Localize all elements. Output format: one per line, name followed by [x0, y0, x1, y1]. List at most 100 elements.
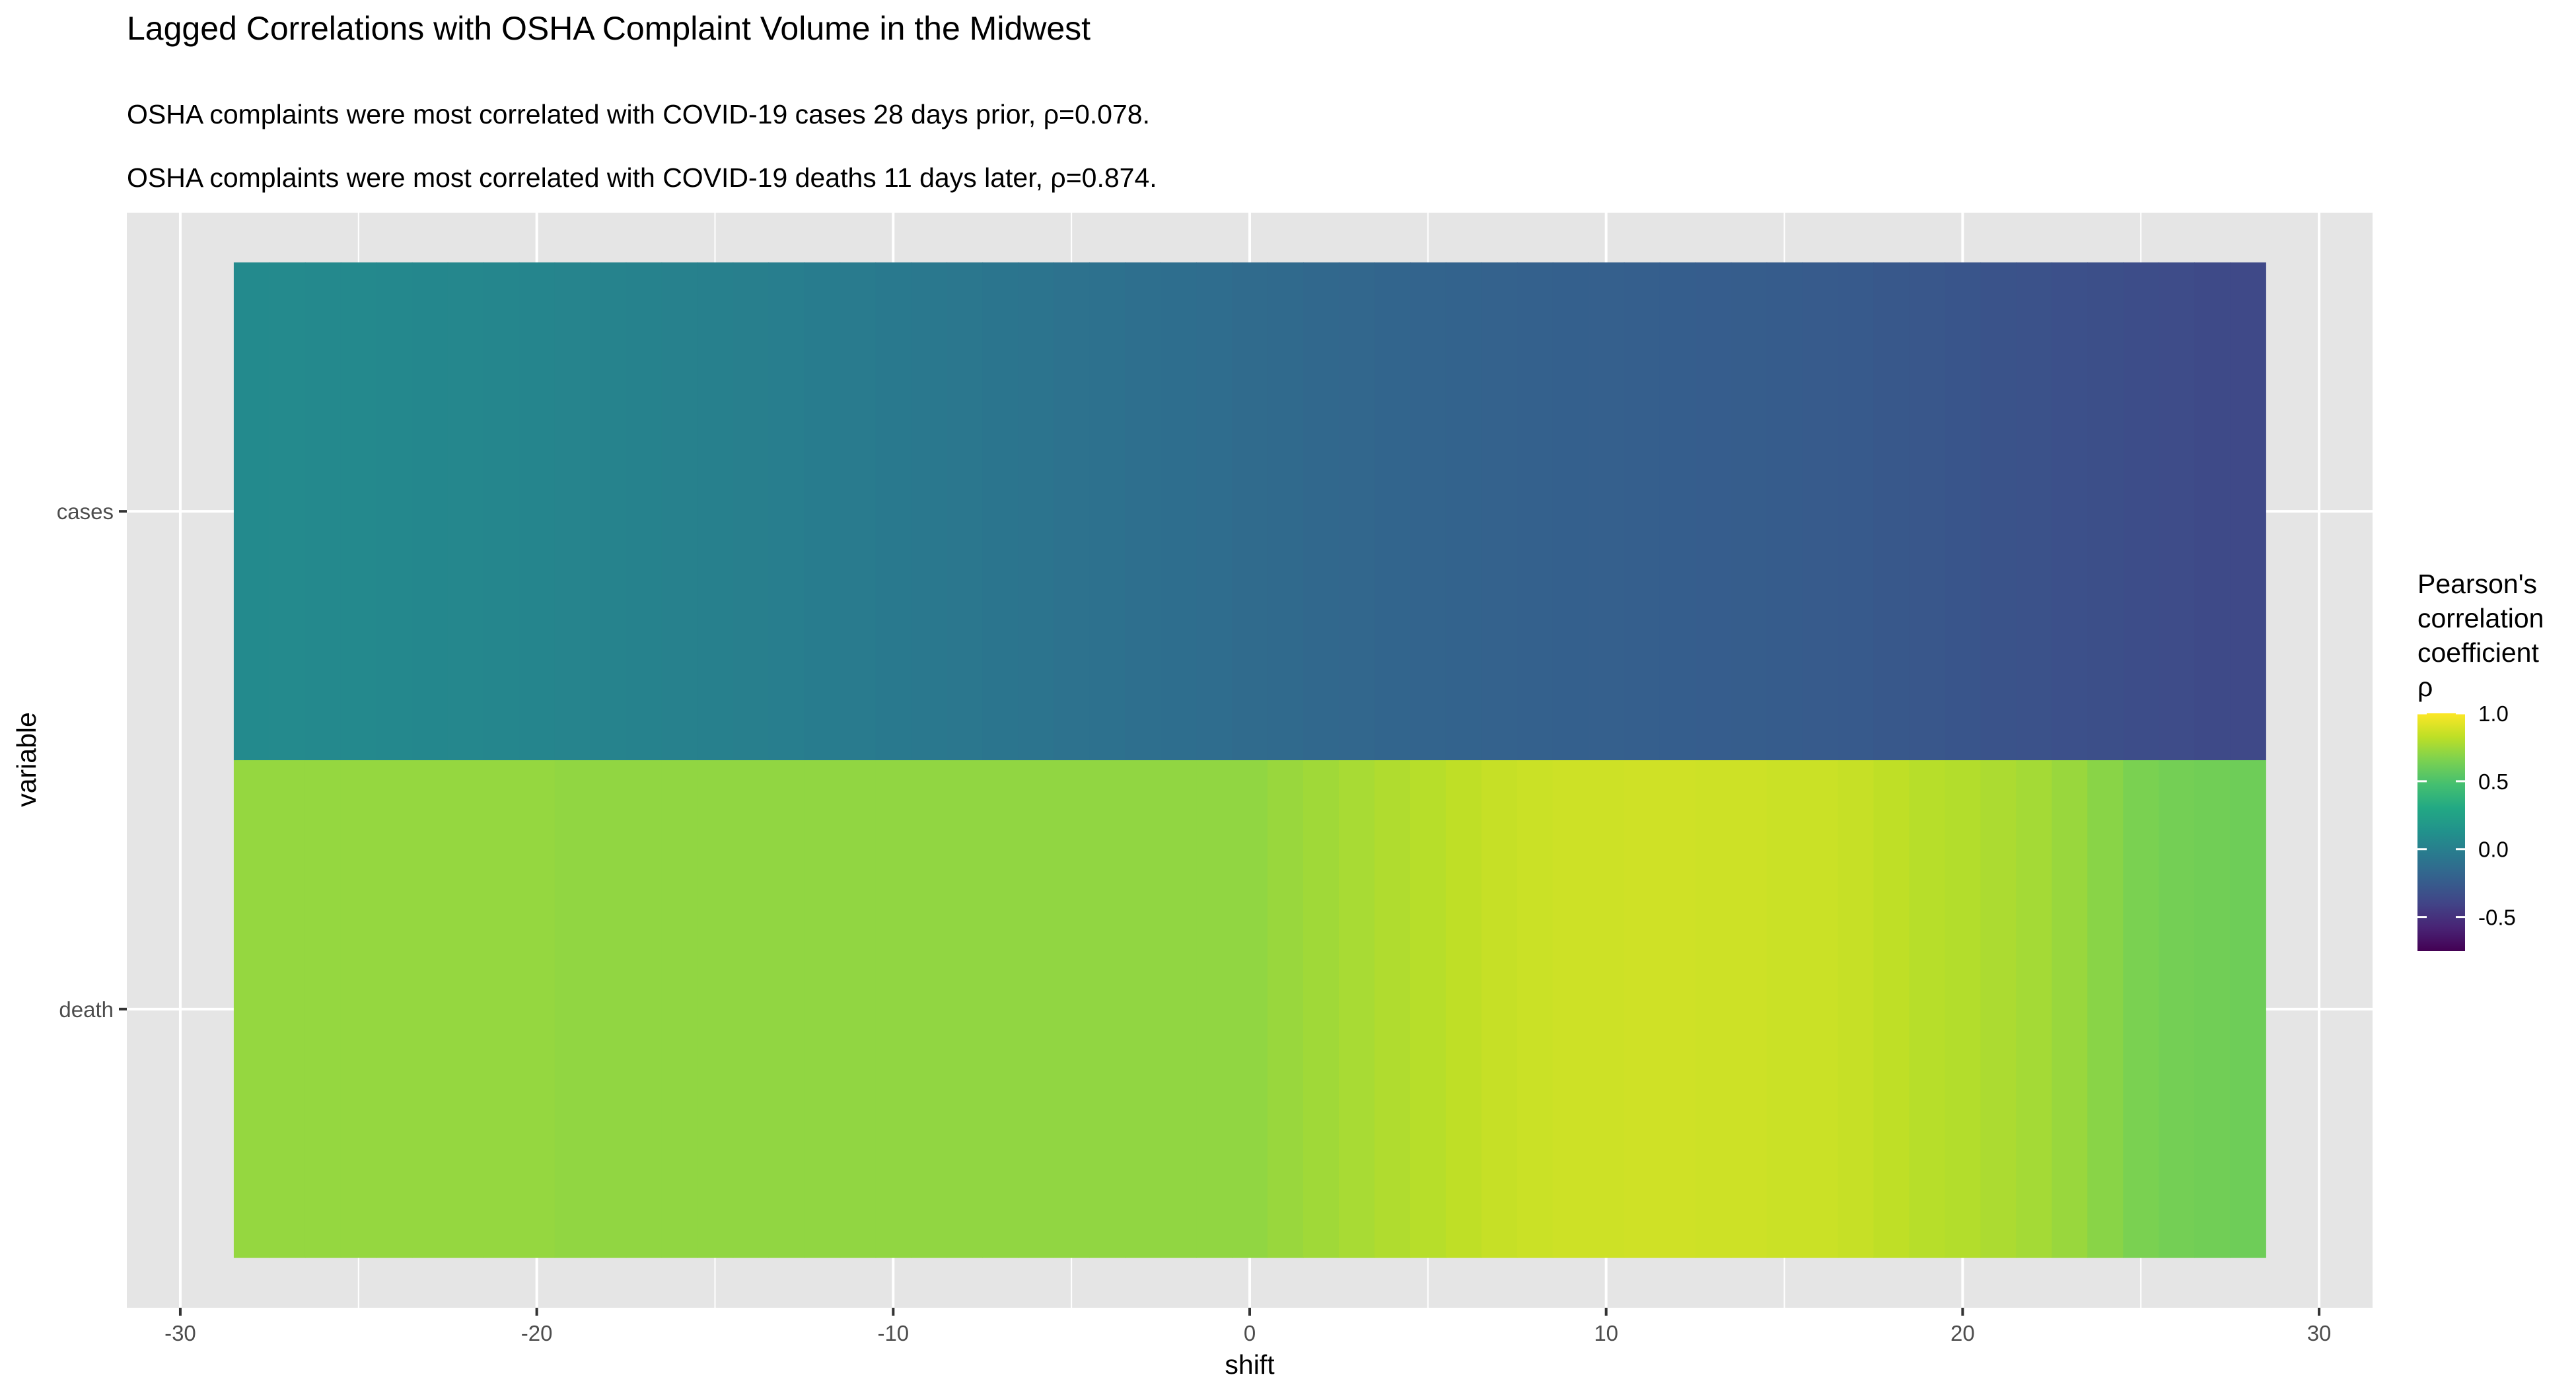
legend-title-line: Pearson's: [2417, 569, 2537, 599]
legend-tick-label: 0.0: [2478, 837, 2509, 862]
x-tick-label: -20: [521, 1321, 553, 1345]
heatmap-tile-cases: [2052, 262, 2089, 760]
heatmap-tile-cases: [1410, 262, 1447, 760]
x-tick-label: 20: [1950, 1321, 1975, 1345]
heatmap-tile-cases: [733, 262, 769, 760]
heatmap-tile-death: [1838, 760, 1875, 1258]
heatmap-tile-cases: [1695, 262, 1732, 760]
heatmap-tile-cases: [875, 262, 912, 760]
heatmap-tile-death: [2194, 760, 2231, 1258]
heatmap-tile-cases: [1481, 262, 1518, 760]
heatmap-tile-death: [1410, 760, 1447, 1258]
heatmap-tile-cases: [483, 262, 520, 760]
heatmap-tile-death: [483, 760, 520, 1258]
heatmap-tile-cases: [1766, 262, 1803, 760]
heatmap-tile-cases: [1909, 262, 1946, 760]
heatmap-tile-death: [1802, 760, 1839, 1258]
heatmap-tile-death: [1196, 760, 1233, 1258]
heatmap-tile-death: [340, 760, 377, 1258]
heatmap-tile-death: [1445, 760, 1482, 1258]
heatmap-tile-cases: [2016, 262, 2053, 760]
heatmap-tile-cases: [1588, 262, 1625, 760]
heatmap-tile-death: [733, 760, 769, 1258]
heatmap-tile-death: [447, 760, 484, 1258]
heatmap-tile-death: [661, 760, 698, 1258]
heatmap-tile-cases: [1338, 262, 1375, 760]
heatmap-tile-death: [1374, 760, 1411, 1258]
heatmap-tile-death: [1232, 760, 1268, 1258]
heatmap-tile-death: [1018, 760, 1054, 1258]
heatmap-tile-cases: [768, 262, 805, 760]
heatmap-tile-death: [1980, 760, 2017, 1258]
heatmap-tile-cases: [804, 262, 841, 760]
heatmap-tile-death: [1303, 760, 1340, 1258]
heatmap-tile-cases: [2194, 262, 2231, 760]
heatmap-tile-death: [269, 760, 306, 1258]
heatmap-tile-cases: [1232, 262, 1268, 760]
heatmap-tile-cases: [626, 262, 662, 760]
heatmap-tile-cases: [2159, 262, 2195, 760]
heatmap-tile-death: [1909, 760, 1946, 1258]
chart-title: Lagged Correlations with OSHA Complaint …: [127, 10, 1091, 47]
legend-colorbar: [2417, 713, 2465, 951]
heatmap-tile-cases: [1125, 262, 1161, 760]
legend-title-line: coefficient: [2417, 637, 2539, 668]
heatmap-tile-cases: [911, 262, 948, 760]
heatmap-tile-cases: [590, 262, 627, 760]
heatmap-tile-death: [1552, 760, 1589, 1258]
heatmap-tile-cases: [947, 262, 984, 760]
heatmap-tile-death: [804, 760, 841, 1258]
heatmap-tile-death: [875, 760, 912, 1258]
heatmap-tile-cases: [661, 262, 698, 760]
heatmap-tile-death: [1517, 760, 1554, 1258]
heatmap-tile-death: [2052, 760, 2089, 1258]
x-axis-label: shift: [1225, 1349, 1275, 1380]
legend-tick-label: -0.5: [2478, 906, 2516, 930]
heatmap-tile-cases: [1089, 262, 1126, 760]
heatmap-tile-cases: [519, 262, 555, 760]
heatmap-tile-death: [1945, 760, 1982, 1258]
heatmap-tile-death: [2016, 760, 2053, 1258]
heatmap-tile-death: [233, 760, 270, 1258]
heatmap-tile-death: [1267, 760, 1304, 1258]
heatmap-tile-cases: [554, 262, 591, 760]
heatmap-tile-cases: [2087, 262, 2124, 760]
heatmap-tile-death: [1695, 760, 1732, 1258]
heatmap-tile-death: [411, 760, 448, 1258]
heatmap-tile-death: [1624, 760, 1661, 1258]
heatmap-tile-death: [1125, 760, 1161, 1258]
heatmap-tile-cases: [1945, 262, 1982, 760]
heatmap-tile-death: [519, 760, 555, 1258]
heatmap-tile-cases: [1980, 262, 2017, 760]
heatmap-tile-cases: [1445, 262, 1482, 760]
heatmap-tile-death: [554, 760, 591, 1258]
y-axis-label: variable: [11, 712, 42, 807]
heatmap-tile-cases: [1196, 262, 1233, 760]
heatmap-tile-cases: [1161, 262, 1197, 760]
heatmap-tile-cases: [1517, 262, 1554, 760]
axes: -30 -20 -10 0 10 20 30 cases death: [57, 499, 2332, 1345]
heatmap-tile-death: [1089, 760, 1126, 1258]
legend-title-line: correlation: [2417, 603, 2544, 633]
y-tick-label: cases: [57, 499, 114, 524]
legend-tick-label: 0.5: [2478, 769, 2509, 794]
heatmap-tile-death: [1161, 760, 1197, 1258]
heatmap-tile-cases: [376, 262, 413, 760]
chart-subtitle-1: OSHA complaints were most correlated wit…: [127, 99, 1150, 129]
heatmap-tile-death: [2230, 760, 2266, 1258]
heatmap-tiles: [233, 262, 2266, 1258]
heatmap-tile-death: [911, 760, 948, 1258]
heatmap-tile-death: [1873, 760, 1910, 1258]
heatmap-tile-death: [2159, 760, 2195, 1258]
heatmap-tile-death: [982, 760, 1019, 1258]
x-tick-label: 0: [1244, 1321, 1256, 1345]
heatmap-tile-cases: [1802, 262, 1839, 760]
heatmap-tile-death: [1588, 760, 1625, 1258]
heatmap-tile-death: [768, 760, 805, 1258]
heatmap-tile-death: [304, 760, 341, 1258]
heatmap-tile-death: [2087, 760, 2124, 1258]
heatmap-tile-cases: [982, 262, 1019, 760]
heatmap-tile-death: [1731, 760, 1768, 1258]
chart-subtitle-2: OSHA complaints were most correlated wit…: [127, 162, 1157, 193]
